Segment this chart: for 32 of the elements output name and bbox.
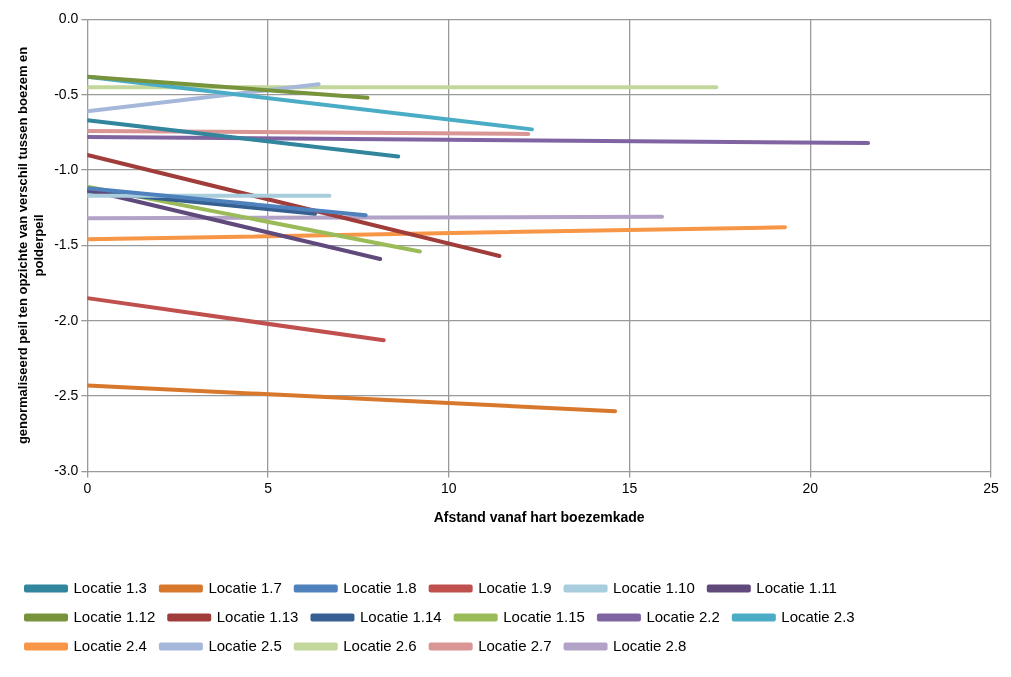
legend-label: Locatie 1.8 <box>343 578 417 596</box>
legend-label: Locatie 2.5 <box>208 636 282 654</box>
x-tick-label: 0 <box>83 479 92 496</box>
legend-label: Locatie 2.3 <box>781 607 855 625</box>
legend-label: Locatie 2.2 <box>646 607 720 625</box>
legend-label: Locatie 1.15 <box>503 607 585 625</box>
y-tick-label: 0.0 <box>58 10 79 27</box>
y-tick-label: -2.5 <box>54 386 79 403</box>
y-tick-label: -3.0 <box>54 462 79 479</box>
legend-label: Locatie 1.12 <box>73 607 156 625</box>
legend-label: Locatie 1.3 <box>73 578 147 596</box>
x-tick-label: 15 <box>621 479 638 496</box>
x-tick-label: 10 <box>441 479 457 496</box>
legend-label: Locatie 2.4 <box>73 636 147 654</box>
legend-label: Locatie 1.11 <box>756 578 837 596</box>
y-tick-label: -1.5 <box>54 236 79 253</box>
y-axis-title: genormaliseerd peil ten opzichte van verschil tussen boezem en polderpeil <box>15 46 46 445</box>
legend-label: Locatie 1.10 <box>613 578 695 596</box>
legend-label: Locatie 2.7 <box>478 636 552 654</box>
x-tick-label: 25 <box>983 479 999 496</box>
y-tick-label: -0.5 <box>54 85 79 102</box>
y-tick-label: -1.0 <box>54 160 79 177</box>
legend-label: Locatie 2.8 <box>613 636 687 654</box>
legend-label: Locatie 1.7 <box>208 578 282 596</box>
x-tick-label: 5 <box>264 479 273 496</box>
legend-label: Locatie 2.6 <box>343 636 417 654</box>
legend-label: Locatie 1.14 <box>359 607 442 625</box>
x-tick-label: 20 <box>802 479 819 496</box>
y-tick-label: -2.0 <box>54 311 79 328</box>
legend-label: Locatie 1.9 <box>478 578 552 596</box>
x-axis-title: Afstand vanaf hart boezemkade <box>433 509 645 526</box>
legend-label: Locatie 1.13 <box>216 607 299 625</box>
